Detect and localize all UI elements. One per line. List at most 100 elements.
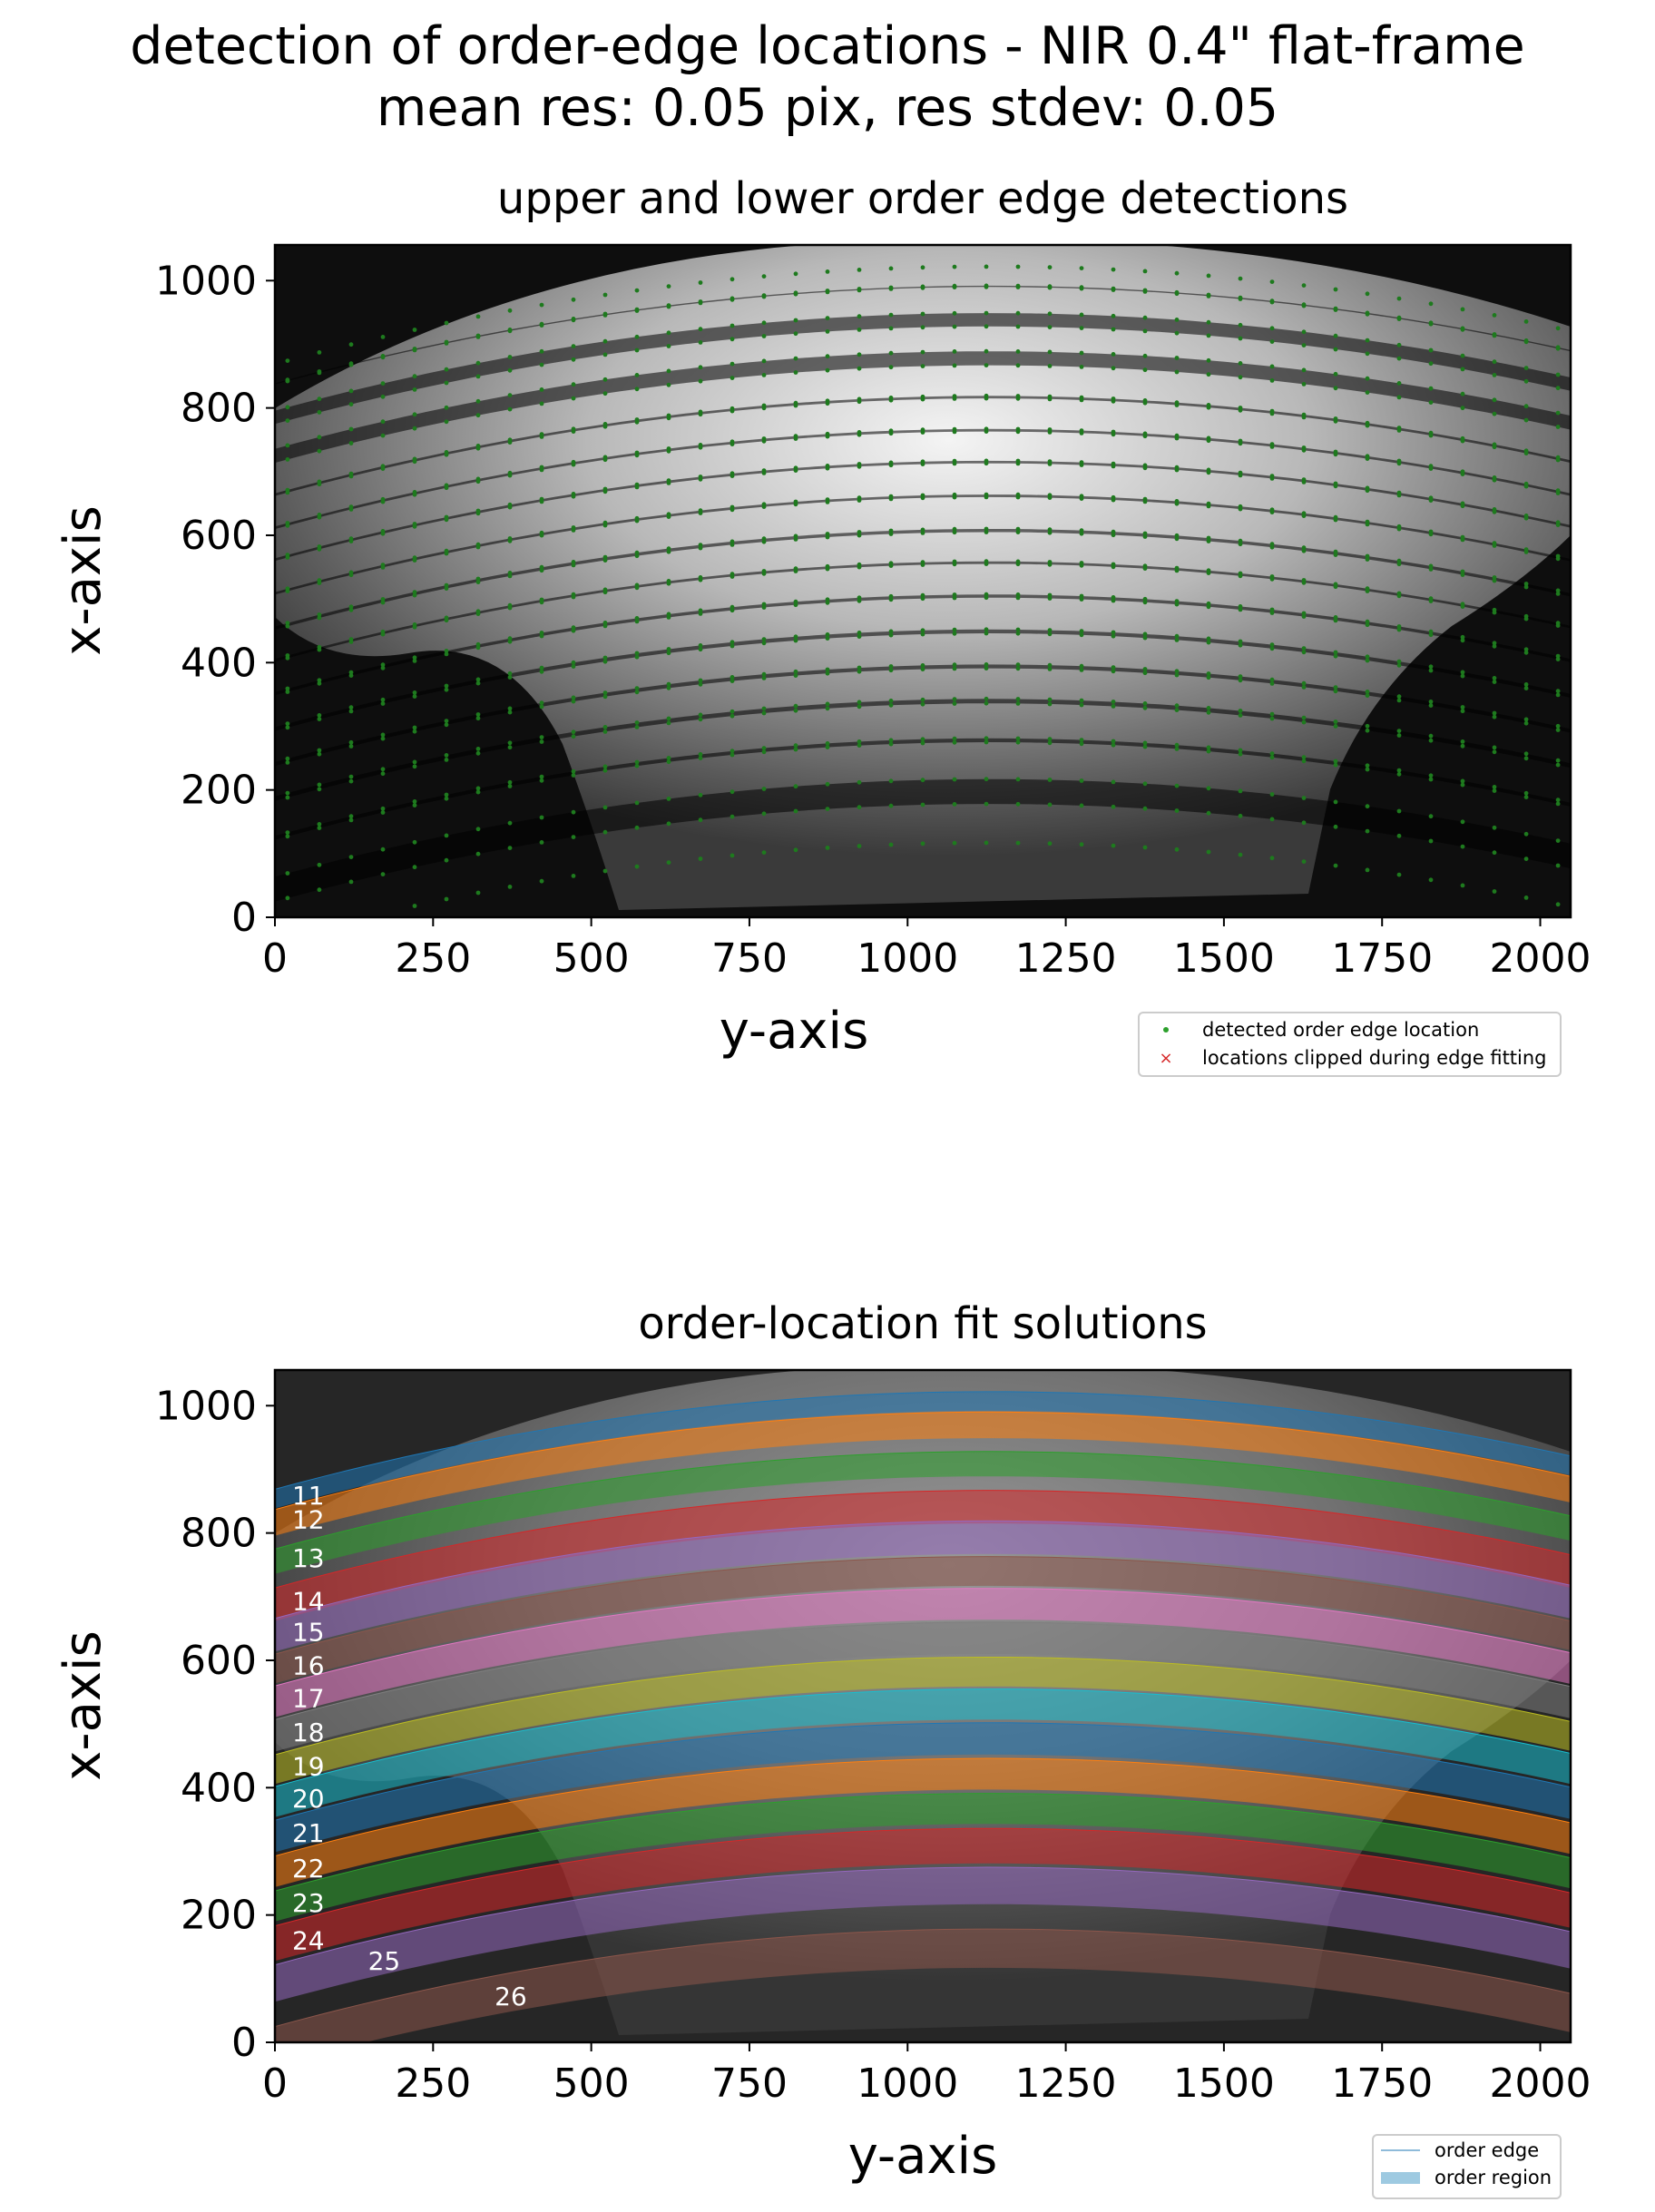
detected-edge-point (984, 777, 989, 782)
detected-edge-point (571, 297, 576, 302)
legend-x-marker: × (1159, 1049, 1172, 1068)
detected-edge-point (507, 571, 513, 575)
detected-edge-point (1111, 665, 1116, 670)
detected-edge-point (444, 582, 449, 588)
detected-edge-point (1079, 702, 1084, 708)
detected-edge-point (761, 605, 767, 610)
detected-edge-point (539, 564, 544, 570)
detected-edge-point (1523, 682, 1529, 687)
detected-edge-point (761, 602, 767, 607)
detected-edge-point (761, 274, 767, 279)
detected-edge-point (1333, 762, 1338, 768)
detected-edge-point (444, 683, 449, 689)
detected-edge-point (1333, 863, 1338, 868)
detected-edge-point (952, 349, 957, 354)
order-edge-line (275, 1793, 1571, 1892)
detected-edge-point (1079, 326, 1084, 330)
detected-edge-point (1174, 467, 1180, 473)
detected-edge-point (475, 641, 481, 647)
detected-edge-point (539, 878, 544, 884)
detected-edge-point (285, 623, 290, 629)
detected-edge-point (285, 555, 290, 560)
y-tick-labels: 0 200 400 600 800 1000 (155, 1383, 275, 2066)
detected-edge-point (666, 368, 671, 374)
detected-edge-point (507, 437, 513, 443)
detected-edge-point (571, 809, 576, 815)
detected-edge-point (539, 840, 544, 845)
detected-edge-point (952, 662, 957, 668)
detected-edge-point (730, 474, 735, 478)
detected-edge-point (475, 335, 481, 339)
detected-edge-point (348, 673, 354, 678)
detected-edge-point (920, 778, 925, 783)
detected-edge-point (1333, 824, 1338, 829)
detected-edge-point (571, 560, 576, 564)
detected-edge-point (1396, 558, 1402, 563)
detected-edge-point (1428, 738, 1434, 743)
detected-edge-point (952, 739, 957, 745)
detected-edge-point (1523, 378, 1529, 384)
detected-edge-point (1079, 597, 1084, 602)
detected-edge-point (412, 558, 417, 563)
detected-edge-point (984, 348, 989, 354)
detected-edge-point (507, 779, 513, 785)
order-region-25 (275, 1867, 1571, 2002)
detected-edge-point (761, 749, 767, 755)
detected-edge-point (412, 387, 417, 392)
detected-edge-point (1396, 356, 1402, 361)
detected-edge-point (1206, 706, 1211, 710)
detected-edge-point (1365, 420, 1370, 426)
detected-edge-point (285, 358, 290, 363)
detected-edge-point (1047, 740, 1053, 746)
detected-edge-point (730, 297, 735, 302)
detected-edge-point (857, 464, 862, 469)
detected-edge-point (1269, 677, 1275, 682)
detected-edge-point (317, 396, 322, 402)
detected-edge-point (761, 403, 767, 408)
detected-edge-point (444, 485, 449, 491)
order-label: 25 (368, 1946, 401, 1976)
detected-edge-point (1333, 452, 1338, 457)
detected-edge-point (952, 264, 957, 269)
detected-edge-point (1047, 349, 1053, 355)
detected-edge-point (1301, 412, 1307, 417)
order-region-18 (275, 1621, 1571, 1752)
detected-edge-point (920, 495, 925, 501)
detected-edge-point (444, 753, 449, 758)
detected-edge-point (1047, 596, 1053, 601)
detected-edge-point (1015, 592, 1021, 597)
detected-edge-point (1428, 700, 1434, 704)
detected-edge-point (1111, 267, 1116, 272)
detected-edge-point (698, 856, 703, 861)
detected-edge-point (1428, 301, 1434, 307)
detected-edge-point (1174, 356, 1180, 360)
detected-edge-point (444, 758, 449, 762)
detected-edge-point (317, 717, 322, 721)
detected-edge-point (793, 599, 798, 604)
detected-edge-point (857, 268, 862, 272)
detected-edge-point (507, 670, 513, 676)
detected-edge-point (380, 810, 386, 815)
detected-edge-point (317, 822, 322, 827)
detected-edge-point (1555, 556, 1561, 562)
detected-edge-point (602, 313, 608, 318)
detected-edge-point (1333, 689, 1338, 694)
detected-edge-point (730, 574, 735, 579)
detected-edge-point (888, 326, 894, 331)
detected-edge-point (888, 287, 894, 291)
detected-edge-point (857, 634, 862, 639)
detected-edge-point (1460, 844, 1465, 849)
detected-edge-point (1555, 798, 1561, 803)
detected-edge-point (1206, 333, 1211, 338)
detected-edge-point (348, 607, 354, 612)
detected-edge-point (857, 805, 862, 810)
detected-edge-point (1333, 287, 1338, 292)
detected-edge-point (475, 712, 481, 717)
detected-edge-point (475, 479, 481, 484)
y-tick-label: 1000 (155, 258, 257, 304)
detected-edge-point (1269, 646, 1275, 651)
detected-edge-point (761, 676, 767, 680)
detected-edge-point (698, 681, 703, 687)
detected-edge-point (1428, 777, 1434, 782)
detected-edge-point (348, 402, 354, 406)
